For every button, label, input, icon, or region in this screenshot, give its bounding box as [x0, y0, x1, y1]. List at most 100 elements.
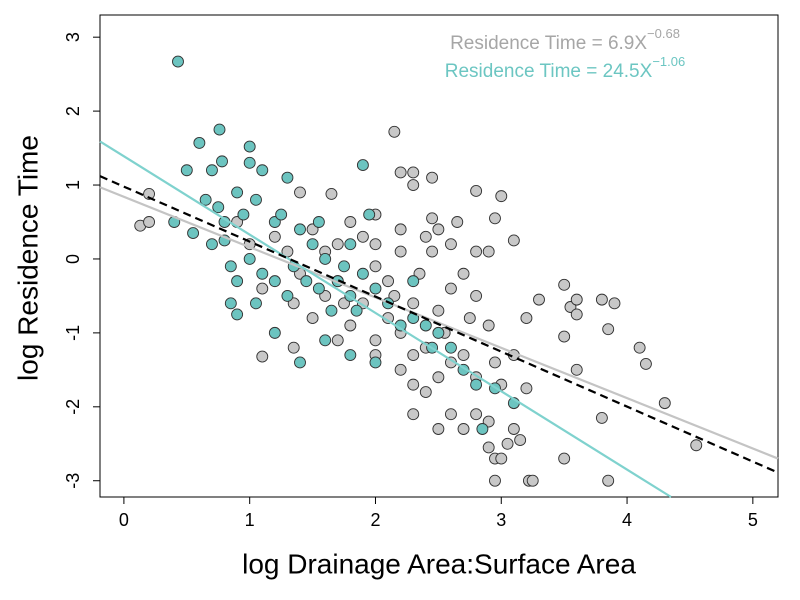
point: [256, 282, 269, 295]
point: [476, 423, 489, 435]
point: [495, 190, 508, 203]
point: [470, 378, 483, 391]
point: [237, 208, 250, 221]
point: [526, 474, 539, 487]
point: [394, 245, 407, 258]
point: [595, 411, 608, 424]
point: [300, 275, 313, 288]
point: [369, 260, 382, 273]
point: [224, 297, 237, 310]
point: [426, 212, 439, 225]
point: [407, 378, 420, 391]
point: [187, 227, 200, 240]
point: [558, 278, 571, 291]
point: [294, 356, 306, 369]
point: [495, 452, 508, 465]
point: [224, 260, 237, 273]
y-tick-label: 0: [63, 254, 83, 264]
point: [268, 230, 281, 243]
point: [595, 293, 608, 306]
point: [407, 166, 420, 179]
point: [199, 193, 212, 206]
point: [369, 334, 382, 347]
point: [306, 238, 319, 251]
point: [463, 312, 476, 325]
point: [432, 304, 445, 317]
point: [407, 297, 420, 310]
point: [344, 216, 357, 228]
fit-line: [99, 186, 779, 460]
point: [281, 171, 294, 184]
point: [407, 179, 420, 191]
point: [331, 334, 344, 347]
point: [216, 155, 228, 168]
point: [193, 136, 206, 149]
point: [570, 363, 583, 376]
point: [231, 275, 244, 288]
point: [250, 297, 262, 310]
point: [344, 319, 357, 332]
x-tick-label: 4: [622, 510, 632, 530]
point: [394, 363, 407, 376]
y-axis-label: log Residence Time: [12, 135, 43, 381]
point: [444, 282, 457, 295]
point: [432, 326, 445, 339]
point: [451, 216, 464, 228]
point: [143, 216, 156, 228]
point: [331, 238, 344, 251]
point: [363, 208, 376, 221]
point: [394, 223, 407, 236]
point: [344, 349, 357, 362]
point: [489, 212, 501, 225]
point: [602, 323, 615, 336]
point: [344, 238, 357, 251]
point: [570, 308, 583, 321]
point: [419, 386, 432, 398]
point: [533, 293, 545, 306]
point: [319, 253, 332, 265]
point: [275, 208, 288, 221]
x-tick-label: 5: [748, 510, 758, 530]
point: [470, 184, 483, 197]
point: [639, 357, 652, 370]
point: [388, 125, 401, 138]
point: [325, 187, 338, 200]
point: [501, 437, 514, 450]
point: [356, 159, 369, 172]
point: [419, 230, 432, 243]
point: [489, 474, 501, 487]
point: [382, 275, 395, 288]
point: [457, 267, 470, 280]
point: [350, 304, 363, 317]
point: [338, 260, 350, 273]
point: [426, 171, 439, 184]
point: [243, 253, 256, 265]
point: [489, 356, 501, 369]
point: [268, 275, 281, 288]
annotation: Residence Time = 6.9X−0.68: [450, 26, 680, 54]
x-tick-label: 1: [245, 510, 255, 530]
point: [369, 282, 382, 295]
y-tick-label: 3: [63, 32, 83, 42]
point: [482, 441, 495, 454]
fit-line: [99, 175, 779, 474]
point: [608, 297, 621, 310]
x-tick-label: 2: [370, 510, 380, 530]
annotation-exponent: −0.68: [647, 26, 680, 41]
point: [206, 164, 218, 177]
point: [444, 341, 457, 354]
point: [256, 164, 269, 177]
point: [268, 326, 281, 339]
point: [180, 164, 193, 177]
point: [407, 275, 420, 288]
point: [570, 293, 583, 306]
point: [470, 245, 483, 258]
point: [690, 439, 703, 452]
point: [250, 193, 262, 206]
point: [369, 238, 382, 251]
point: [407, 349, 420, 362]
point: [507, 234, 520, 247]
point: [294, 223, 306, 236]
point: [213, 123, 226, 136]
point: [256, 267, 269, 280]
